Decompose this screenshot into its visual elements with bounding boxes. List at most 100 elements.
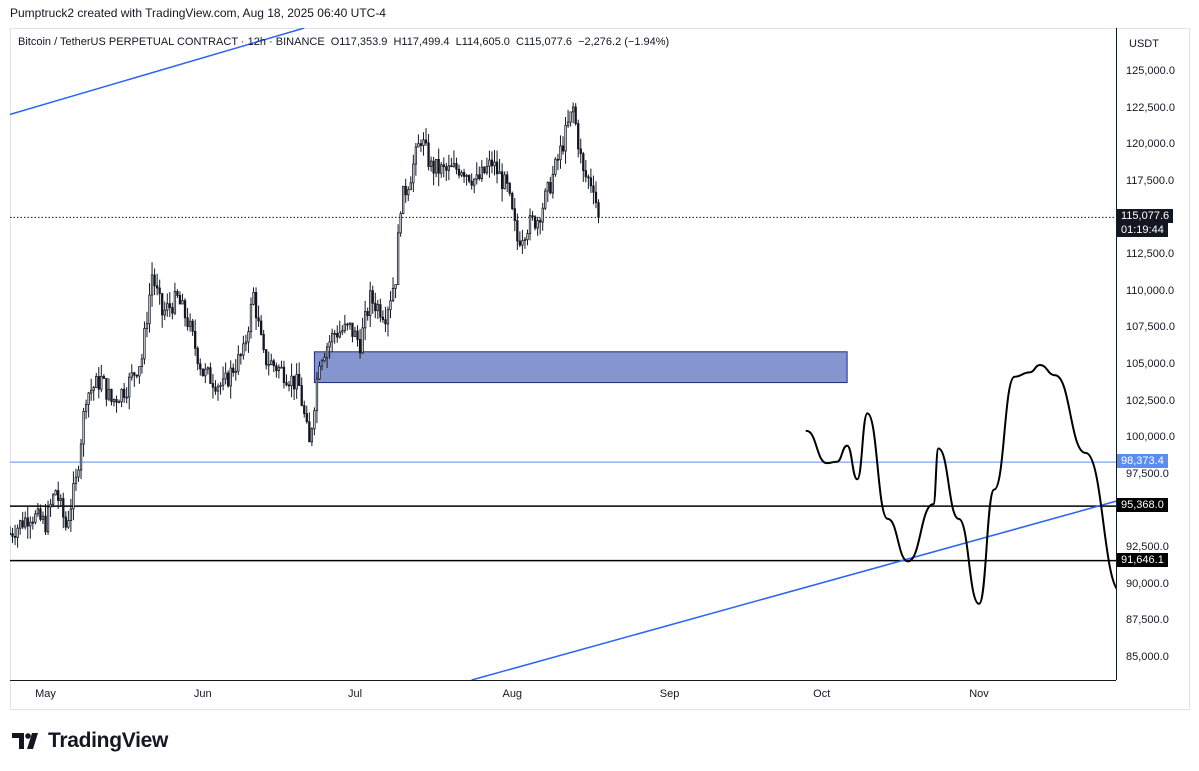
candle-body bbox=[69, 508, 73, 521]
candle-body bbox=[442, 164, 445, 168]
candle-body bbox=[424, 139, 428, 144]
candle-body bbox=[549, 182, 552, 194]
chart-credit: Pumptruck2 created with TradingView.com,… bbox=[10, 6, 386, 20]
candle-body bbox=[259, 320, 263, 335]
candle-body bbox=[257, 317, 260, 322]
candle-body bbox=[87, 392, 90, 405]
candle-body bbox=[513, 208, 516, 221]
candle-body bbox=[64, 516, 67, 528]
candle-body bbox=[353, 330, 357, 337]
candle-body bbox=[500, 171, 504, 190]
candle-body bbox=[376, 304, 379, 312]
price-axis[interactable] bbox=[1116, 28, 1190, 680]
ohlc-change: −2,276.2 (−1.94%) bbox=[578, 36, 670, 48]
candle-body bbox=[503, 174, 506, 190]
candle-body bbox=[483, 166, 486, 174]
time-tick: Sep bbox=[659, 688, 680, 700]
symbol-title[interactable]: Bitcoin / TetherUS PERPETUAL CONTRACT · … bbox=[18, 36, 325, 48]
candle-body bbox=[536, 220, 539, 229]
candle-body bbox=[183, 300, 187, 319]
candle-body bbox=[330, 332, 334, 343]
candle-body bbox=[571, 106, 575, 113]
trendline bbox=[10, 28, 305, 116]
candle-body bbox=[313, 410, 316, 430]
candle-body bbox=[409, 182, 412, 191]
candle-body bbox=[488, 159, 491, 167]
candle-body bbox=[130, 372, 133, 378]
candle-body bbox=[318, 365, 321, 380]
candle-body bbox=[77, 469, 80, 478]
candle-body bbox=[341, 330, 344, 333]
candle-body bbox=[140, 358, 144, 367]
candle-body bbox=[597, 202, 600, 218]
candle-body bbox=[462, 172, 466, 177]
candle-body bbox=[100, 375, 103, 390]
candle-body bbox=[432, 160, 435, 174]
candle-body bbox=[199, 363, 202, 370]
candle-body bbox=[252, 292, 255, 305]
candle-body bbox=[379, 304, 382, 318]
candle-body bbox=[244, 341, 248, 345]
candle-body bbox=[508, 182, 511, 194]
tradingview-brand[interactable]: TradingView bbox=[12, 729, 168, 753]
candle-body bbox=[79, 443, 83, 471]
time-axis[interactable] bbox=[10, 680, 1116, 710]
axis-unit-label[interactable]: USDT bbox=[1129, 38, 1159, 50]
candle-body bbox=[188, 320, 192, 327]
candle-body bbox=[394, 284, 397, 289]
candle-body bbox=[396, 232, 400, 285]
candle-body bbox=[206, 367, 210, 370]
candle-body bbox=[452, 163, 456, 167]
candle-body bbox=[51, 494, 55, 505]
candle-body bbox=[128, 376, 131, 398]
candle-body bbox=[533, 216, 537, 229]
candle-body bbox=[82, 411, 85, 445]
candle-body bbox=[112, 399, 116, 403]
candle-body bbox=[110, 388, 113, 403]
candle-body bbox=[369, 290, 372, 317]
price-tick: 92,500.0 bbox=[1126, 541, 1169, 554]
candle-body bbox=[528, 215, 532, 234]
candle-body bbox=[328, 341, 331, 348]
price-tick: 102,500.0 bbox=[1126, 394, 1175, 407]
candle-body bbox=[16, 527, 19, 538]
candle-body bbox=[272, 360, 275, 367]
candle-body bbox=[280, 366, 283, 369]
candle-body bbox=[374, 302, 377, 312]
price-tick: 120,000.0 bbox=[1126, 138, 1175, 151]
brand-name: TradingView bbox=[48, 729, 169, 752]
candle-body bbox=[541, 207, 544, 223]
price-tick: 125,000.0 bbox=[1126, 64, 1175, 77]
candle-body bbox=[178, 295, 182, 305]
price-chart[interactable] bbox=[10, 28, 1116, 680]
candle-body bbox=[133, 372, 136, 376]
candle-body bbox=[292, 375, 296, 390]
candle-body bbox=[303, 405, 306, 414]
level-price-tag: 91,646.1 bbox=[1117, 552, 1168, 567]
candle-body bbox=[26, 517, 29, 527]
candle-body bbox=[11, 533, 14, 537]
price-tick: 90,000.0 bbox=[1126, 577, 1169, 590]
candle-body bbox=[412, 163, 415, 184]
candle-body bbox=[211, 383, 215, 388]
candle-body bbox=[402, 185, 405, 215]
candle-body bbox=[437, 159, 440, 174]
candle-body bbox=[582, 153, 585, 171]
candle-body bbox=[117, 401, 121, 404]
candle-body bbox=[308, 421, 311, 443]
candle-body bbox=[457, 168, 461, 176]
candle-body bbox=[490, 159, 494, 167]
candle-body bbox=[153, 274, 156, 287]
candle-body bbox=[455, 163, 458, 170]
candle-body bbox=[498, 171, 501, 175]
ohlc-open: O117,353.9 bbox=[330, 36, 388, 48]
candle-body bbox=[10, 533, 12, 535]
time-tick: Oct bbox=[813, 688, 831, 700]
candle-body bbox=[559, 145, 562, 161]
candle-body bbox=[57, 490, 60, 501]
candle-body bbox=[44, 515, 47, 533]
candle-body bbox=[399, 213, 402, 234]
candle-body bbox=[31, 521, 34, 524]
candle-body bbox=[209, 367, 212, 384]
candle-body bbox=[584, 170, 587, 178]
